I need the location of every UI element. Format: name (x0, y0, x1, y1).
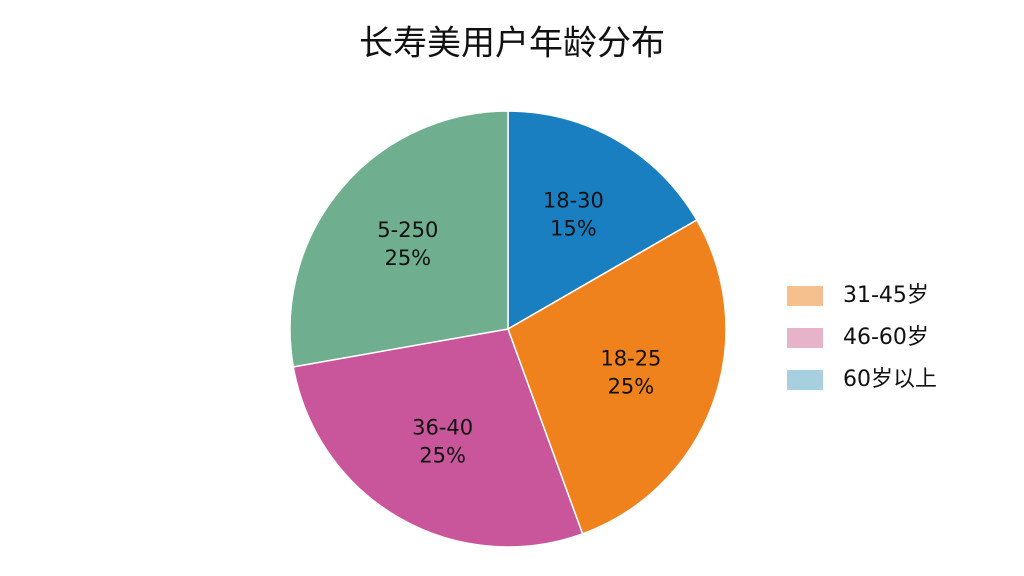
pie-slice (292, 328, 584, 548)
value-label: 15% (550, 217, 597, 241)
pie-slice (289, 110, 509, 368)
legend-swatch (787, 328, 823, 348)
slice-label: 5-250 (377, 218, 438, 242)
value-label: 25% (419, 443, 466, 467)
legend-label: 60岁以上 (843, 367, 937, 392)
slice-label: 18-25 (600, 347, 661, 371)
legend-swatch (787, 370, 823, 390)
value-label: 25% (608, 375, 655, 399)
chart-title: 长寿美用户年龄分布 (359, 24, 665, 64)
slice-label: 36-40 (412, 415, 473, 439)
legend-label: 46-60岁 (843, 325, 929, 350)
slice-label: 18-30 (543, 189, 604, 213)
pie-slice (507, 110, 698, 331)
pie-slice (507, 218, 727, 535)
legend-label: 31-45岁 (843, 283, 929, 308)
legend-swatch (787, 286, 823, 306)
value-label: 25% (384, 246, 431, 270)
